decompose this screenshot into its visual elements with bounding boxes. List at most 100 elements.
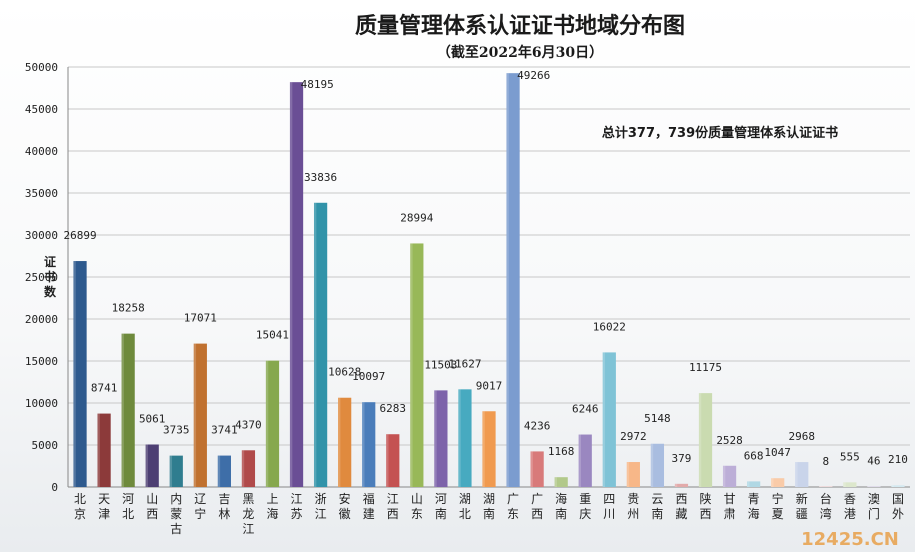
y-tick-label: 35000 (25, 187, 58, 200)
bar-highlight (121, 333, 124, 487)
x-tick-label: 澳门 (868, 492, 880, 521)
bar (867, 486, 881, 487)
gridlines (68, 66, 910, 488)
data-label: 46 (867, 455, 880, 468)
bar-highlight (795, 462, 798, 487)
y-tick-label: 5000 (32, 439, 59, 452)
watermark-logo: 12425.CN (801, 529, 899, 550)
bar-highlight (217, 455, 221, 487)
bar (458, 389, 472, 487)
x-tick-label: 吉林 (218, 492, 230, 521)
y-axis-label: 证书数 (44, 255, 57, 299)
bar-highlight (169, 455, 173, 487)
bar (289, 82, 304, 488)
bar-highlight (482, 411, 485, 487)
x-tick-label: 内蒙古 (170, 492, 182, 536)
bar (722, 465, 737, 487)
y-tick-label: 10000 (25, 397, 58, 410)
bar-highlight (506, 73, 509, 488)
x-tick-label: 国外 (892, 492, 904, 521)
bar (747, 481, 761, 487)
data-label: 4370 (235, 418, 262, 431)
data-label: 2528 (716, 434, 743, 447)
bar-highlight (362, 402, 365, 487)
bar (386, 434, 400, 487)
bar (795, 462, 809, 487)
bar (506, 73, 520, 488)
y-tick-label: 50000 (25, 61, 58, 74)
data-label: 8741 (91, 382, 118, 395)
y-axis: 0 5000 10000 15000 20000 25000 30000 35000 40000… (25, 61, 910, 494)
data-label: 5061 (139, 412, 166, 425)
bar-highlight (819, 486, 822, 487)
x-axis: 北京天津河北山西内蒙古辽宁吉林黑龙江上海江苏浙江安徽福建江西山东河南湖北湖南广东… (74, 491, 904, 536)
bar-highlight (241, 450, 245, 487)
bar-highlight (722, 465, 726, 487)
bar (674, 483, 689, 487)
data-label: 6283 (380, 402, 407, 415)
data-label: 10097 (352, 370, 385, 383)
x-tick-label: 青海 (748, 492, 760, 521)
bar-highlight (193, 343, 197, 487)
data-label: 2972 (620, 430, 647, 443)
x-tick-label: 河南 (435, 492, 447, 521)
x-tick-label: 山西 (146, 492, 158, 521)
bar (554, 477, 568, 487)
bar-highlight (97, 413, 100, 487)
bar-highlight (338, 397, 341, 487)
bar-highlight (650, 443, 654, 487)
bar-highlight (747, 481, 750, 487)
data-label: 18258 (112, 302, 145, 315)
y-tick-label: 15000 (25, 355, 58, 368)
data-label: 9017 (476, 379, 503, 392)
bar-highlight (386, 434, 389, 487)
bar (771, 478, 785, 487)
x-tick-label: 西藏 (675, 492, 687, 521)
data-label: 3735 (163, 424, 190, 437)
bar (217, 455, 231, 487)
chart-title: 质量管理体系认证证书地域分布图 (355, 13, 685, 39)
bar-highlight (434, 390, 437, 487)
bar (265, 360, 280, 487)
x-tick-label: 天津 (98, 492, 110, 521)
y-tick-label: 25000 (25, 271, 58, 284)
bar (169, 455, 183, 487)
bar (241, 450, 256, 487)
x-tick-label: 福建 (363, 491, 375, 521)
x-tick-label: 广东 (507, 492, 519, 521)
x-tick-label: 香港 (844, 492, 856, 521)
bar (602, 352, 616, 487)
x-tick-label: 上海 (266, 492, 278, 521)
x-tick-label: 浙江 (315, 492, 327, 521)
data-label: 1168 (548, 445, 575, 458)
data-label: 16022 (593, 320, 626, 333)
bar-highlight (602, 352, 606, 487)
data-label: 28994 (400, 211, 433, 224)
bar (698, 393, 713, 487)
data-label: 3741 (211, 424, 238, 437)
bar (578, 434, 592, 487)
bar (482, 411, 496, 487)
data-label: 49266 (517, 69, 550, 82)
bar (73, 261, 87, 487)
data-label: 2968 (788, 430, 815, 443)
bar-highlight (265, 360, 269, 487)
x-tick-label: 新疆 (796, 491, 808, 521)
bar (313, 202, 328, 488)
data-label: 11175 (689, 361, 722, 374)
data-label: 33836 (304, 171, 337, 184)
bar (843, 482, 857, 487)
data-label: 11503 (424, 358, 457, 371)
x-tick-label: 宁夏 (772, 491, 784, 521)
data-label: 379 (672, 452, 692, 465)
bar (626, 462, 640, 487)
bar (362, 402, 376, 487)
bar-highlight (458, 389, 461, 487)
bar (410, 243, 424, 487)
y-tick-label: 45000 (25, 103, 58, 116)
x-tick-label: 江苏 (291, 492, 303, 521)
x-tick-label: 辽宁 (194, 492, 206, 521)
x-tick-label: 湖南 (483, 491, 495, 521)
data-label: 26899 (63, 229, 96, 242)
x-tick-label: 贵州 (627, 492, 639, 521)
